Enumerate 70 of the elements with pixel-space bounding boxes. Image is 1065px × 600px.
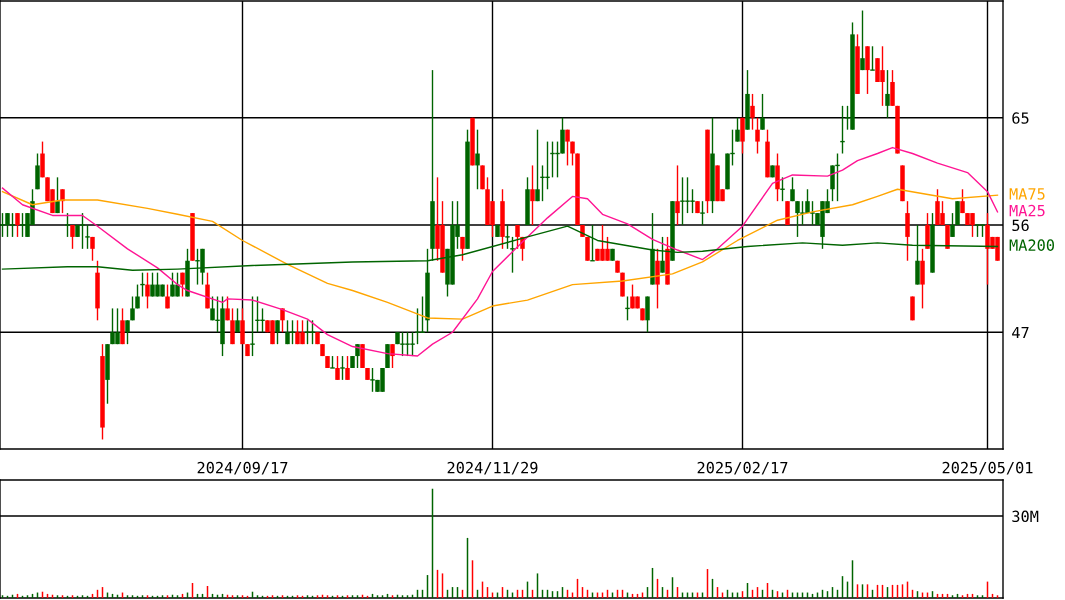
candlestick [205,271,210,310]
candlestick [230,307,235,345]
candlestick [64,212,71,238]
line-series [1,146,999,357]
candlestick [860,9,865,71]
candlestick [15,212,20,238]
candlestick [679,176,686,226]
candlestick [70,224,75,250]
candlestick [120,307,125,345]
candlestick [345,355,350,381]
candlestick [890,69,895,107]
candlestick [645,295,650,333]
candlestick [280,307,285,333]
line-series [1,188,999,320]
candlestick [84,224,91,250]
candlestick [409,331,416,357]
candlestick [920,248,925,310]
candlestick [799,200,806,226]
candlestick [240,307,245,345]
candlestick [925,212,930,250]
candlestick [249,295,256,357]
candlestick [675,164,680,226]
candlestick [79,212,86,250]
candlestick [9,212,16,238]
candlestick [475,128,480,190]
candlestick [684,176,691,214]
candlestick [0,212,6,238]
x-tick-label: 2025/02/17 [697,461,788,475]
candlestick [699,200,706,226]
candlestick [360,343,365,369]
candlestick [869,45,876,71]
y-tick-label: 56 [1012,219,1029,232]
candlestick [530,164,535,226]
candlestick [750,93,755,131]
candlestick [55,176,60,214]
y-tick-label: 30M [1012,510,1039,523]
candlestick [40,140,45,179]
candlestick [125,319,130,345]
candlestick [735,117,740,143]
candlestick [275,319,280,345]
candlestick [950,212,955,238]
y-tick-label: 65 [1012,112,1029,124]
candlestick [689,188,696,214]
candlestick [145,271,150,310]
candlestick [565,128,570,167]
series-label: MA200 [1009,239,1055,251]
candlestick [35,152,40,190]
candlestick [369,367,376,393]
candlestick [339,355,346,381]
candlestick [655,248,660,310]
candlestick [515,224,520,250]
candlestick [905,200,910,262]
candlestick [535,128,540,202]
candlestick [404,331,411,357]
candlestick [335,355,340,381]
x-tick-label: 2025/05/01 [942,461,1033,475]
candlestick [755,117,760,155]
x-tick-label: 2024/11/29 [447,461,538,475]
y-tick-label: 47 [1012,326,1029,339]
candlestick [809,200,816,226]
candlestick [775,152,780,202]
candlestick [865,45,870,95]
candlestick [740,117,745,155]
candlestick [760,93,765,131]
candlestick [60,188,65,214]
series-label: MA75 [1009,188,1045,200]
candlestick [19,212,26,238]
series-label: MA25 [1009,204,1045,217]
x-tick-label: 2024/09/17 [197,461,288,475]
candlestick [885,69,890,119]
